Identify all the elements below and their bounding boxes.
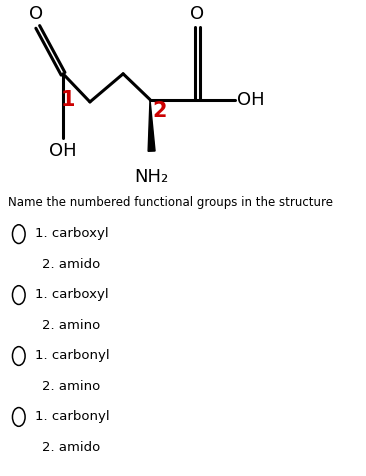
Text: OH: OH [237, 90, 265, 109]
Text: Name the numbered functional groups in the structure: Name the numbered functional groups in t… [8, 196, 333, 208]
Text: 1. carboxyl: 1. carboxyl [35, 227, 108, 240]
Text: OH: OH [49, 142, 77, 160]
Text: 1. carbonyl: 1. carbonyl [35, 348, 109, 362]
Text: 1. carbonyl: 1. carbonyl [35, 409, 109, 423]
Text: 1. carboxyl: 1. carboxyl [35, 288, 108, 301]
Text: 2: 2 [152, 101, 167, 121]
Text: 2. amido: 2. amido [42, 441, 100, 454]
Text: 2. amido: 2. amido [42, 258, 100, 271]
Text: O: O [29, 5, 43, 23]
Text: 1: 1 [60, 89, 75, 109]
Polygon shape [148, 99, 155, 151]
Text: 2. amino: 2. amino [42, 319, 100, 332]
Text: NH₂: NH₂ [134, 168, 169, 186]
Text: 2. amino: 2. amino [42, 380, 100, 393]
Text: O: O [190, 5, 205, 23]
